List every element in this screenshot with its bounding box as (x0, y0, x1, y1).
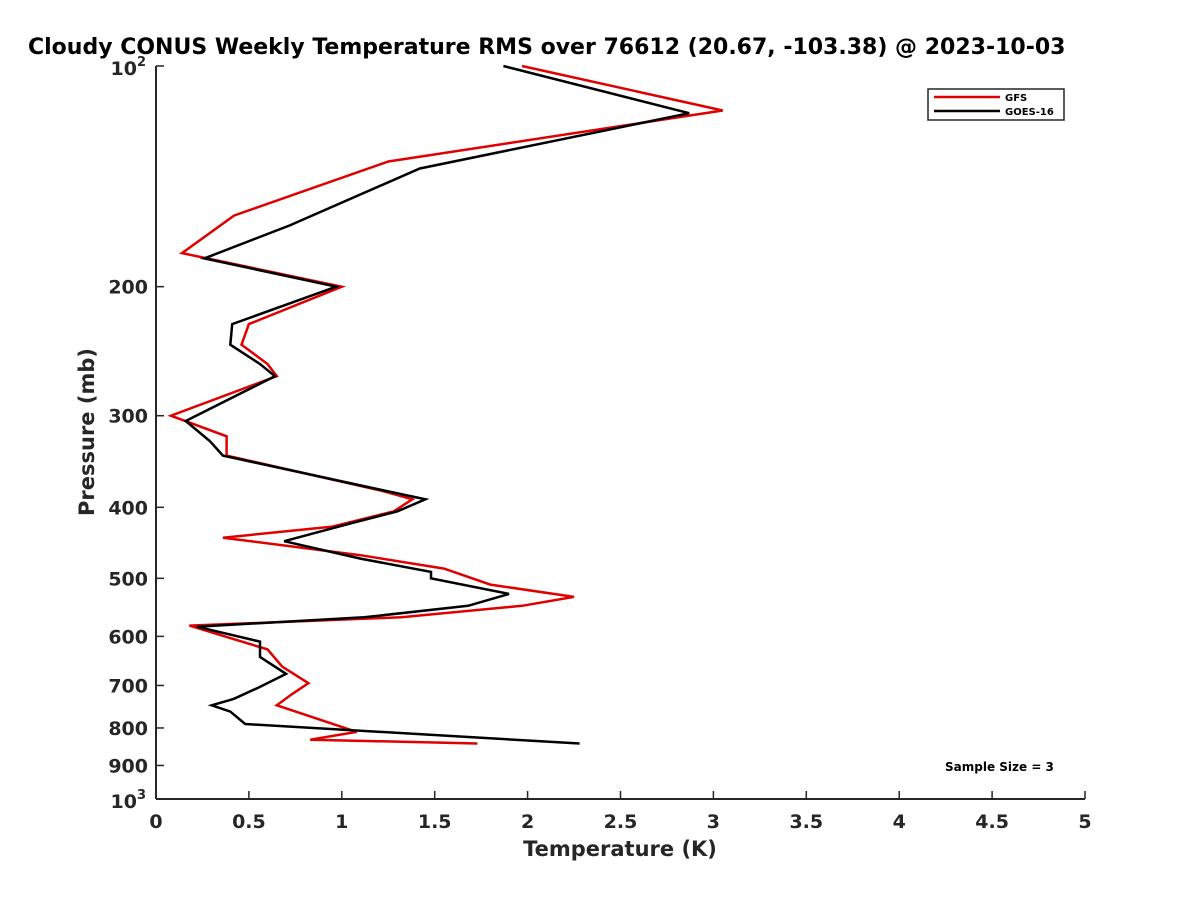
y-tick-label: 300 (108, 406, 148, 428)
x-tick-label: 0 (149, 811, 162, 833)
y-tick-label: 900 (108, 755, 148, 777)
y-tick-label: 200 (108, 277, 148, 299)
x-tick-label: 0.5 (232, 811, 266, 833)
y-tick-label: 500 (108, 568, 148, 590)
chart-title: Cloudy CONUS Weekly Temperature RMS over… (28, 35, 1065, 60)
y-tick-label: 102 (111, 55, 147, 80)
y-tick-base: 10 (111, 58, 137, 80)
x-tick-label: 1.5 (418, 811, 452, 833)
x-tick-label: 3 (707, 811, 720, 833)
x-tick-label: 2 (521, 811, 534, 833)
plot-area: 0 0.5 1 1.5 2 2.5 3 3.5 4 4.5 5 102200300400500600… (108, 55, 1091, 833)
y-tick-label: 800 (108, 718, 148, 740)
y-axis-label: Pressure (mb) (75, 348, 99, 516)
x-tick-label: 3.5 (789, 811, 823, 833)
legend-box (927, 88, 1065, 121)
series-line-goes-16 (183, 64, 690, 745)
x-tick-label: 4 (893, 811, 906, 833)
x-tick-label: 2.5 (604, 811, 638, 833)
plot-frame (156, 66, 1085, 799)
y-tick-label: 600 (108, 626, 148, 648)
legend-label-goes-16: GOES-16 (1005, 107, 1054, 118)
y-tick-exponent: 3 (137, 788, 146, 803)
legend: GFS GOES-16 (927, 88, 1065, 121)
x-axis-label: Temperature (K) (523, 837, 717, 861)
y-tick-exponent: 2 (137, 55, 146, 70)
legend-label-gfs: GFS (1005, 93, 1027, 104)
series-layer (167, 64, 723, 745)
x-tick-label: 5 (1078, 811, 1091, 833)
y-tick-label: 700 (108, 675, 148, 697)
y-tick-label: 400 (108, 497, 148, 519)
x-tick-label: 4.5 (975, 811, 1009, 833)
y-tick-label: 103 (111, 788, 147, 813)
y-tick-base: 10 (111, 791, 137, 813)
series-line-gfs (167, 64, 723, 745)
sample-size-annotation: Sample Size = 3 (945, 760, 1054, 774)
x-axis-ticks: 0 0.5 1 1.5 2 2.5 3 3.5 4 4.5 5 (149, 791, 1092, 833)
x-tick-label: 1 (335, 811, 348, 833)
